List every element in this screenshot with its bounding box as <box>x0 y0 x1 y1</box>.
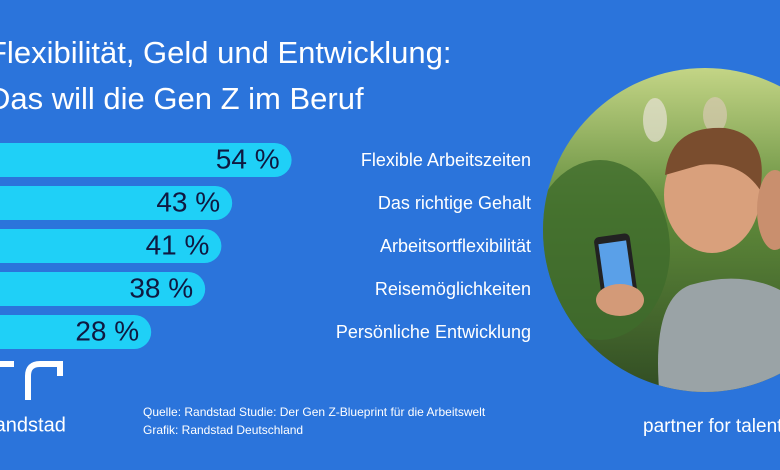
logo: randstad <box>0 361 66 436</box>
value-label: 43 % <box>156 186 220 217</box>
value-label: 28 % <box>75 315 139 346</box>
bar <box>0 315 152 349</box>
brand: randstad <box>0 414 66 436</box>
category-label: Das richtige Gehalt <box>378 193 531 213</box>
bars: 54 % Flexible Arbeitszeiten 43 % Das richti… <box>0 143 531 349</box>
category-label: Reisemöglichkeiten <box>375 279 531 299</box>
tagline: partner for talent <box>643 416 780 437</box>
bar <box>0 186 233 220</box>
value-label: 54 % <box>216 143 280 174</box>
value-label: 38 % <box>129 272 193 303</box>
source: Quelle: Randstad Studie: Der Gen Z-Bluep… <box>143 405 486 419</box>
bar <box>0 143 292 177</box>
category-label: Persönliche Entwicklung <box>336 322 531 342</box>
value-label: 41 % <box>146 229 210 260</box>
category-label: Flexible Arbeitszeiten <box>361 150 531 170</box>
title-line: Das will die Gen Z im Beruf <box>0 81 364 116</box>
category-label: Arbeitsortflexibilität <box>380 236 531 256</box>
bar <box>0 272 206 306</box>
credit: Grafik: Randstad Deutschland <box>143 423 303 437</box>
bar <box>0 229 222 263</box>
title-line: Flexibilität, Geld und Entwicklung: <box>0 35 452 70</box>
